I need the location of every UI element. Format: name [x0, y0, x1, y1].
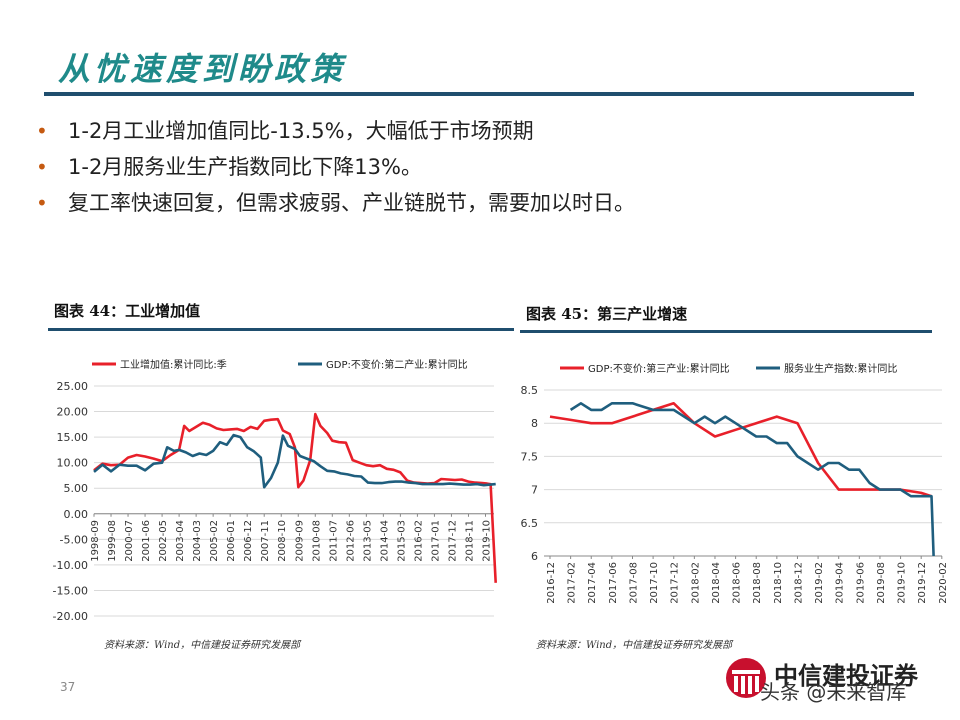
- x-tick-label: 2011-07: [328, 520, 339, 562]
- bullet-item: • 复工率快速回复，但需求疲弱、产业链脱节，需要加以时日。: [36, 188, 635, 224]
- y-tick-label: -20.00: [53, 610, 88, 623]
- x-tick-label: 2001-06: [141, 520, 152, 562]
- bullet-list: • 1-2月工业增加值同比-13.5%，大幅低于市场预期 • 1-2月服务业生产指数…: [36, 116, 635, 224]
- x-tick-label: 2017-12: [670, 562, 681, 604]
- x-tick-label: 2016-02: [413, 520, 424, 562]
- bullet-dot-icon: •: [36, 191, 48, 215]
- x-tick-label: 2018-02: [690, 562, 701, 604]
- watermark-text: 头条 @未来智库: [760, 680, 907, 704]
- x-tick-label: 2016-12: [546, 562, 557, 604]
- page-number: 37: [60, 680, 76, 694]
- legend-label: 工业增加值:累计同比:季: [120, 358, 227, 371]
- title-divider: [44, 92, 914, 96]
- x-tick-label: 2019-04: [835, 562, 846, 604]
- figure-44-title: 图表 44：工业增加值: [54, 302, 201, 320]
- bullet-text: 1-2月服务业生产指数同比下降13%。: [68, 155, 422, 179]
- x-tick-label: 2000-07: [124, 520, 135, 562]
- legend-label: GDP:不变价:第三产业:累计同比: [588, 362, 730, 375]
- page-title: 从忧速度到盼政策: [58, 50, 347, 88]
- x-tick-label: 1999-08: [107, 520, 118, 562]
- y-tick-label: 25.00: [57, 380, 89, 393]
- bullet-text: 复工率快速回复，但需求疲弱、产业链脱节，需要加以时日。: [68, 191, 635, 215]
- x-tick-label: 2019-06: [855, 562, 866, 604]
- bullet-dot-icon: •: [36, 119, 48, 143]
- y-tick-label: 7: [531, 484, 538, 497]
- y-tick-label: 8: [531, 417, 538, 430]
- x-tick-label: 2003-04: [175, 520, 186, 562]
- y-tick-label: 6: [531, 550, 538, 563]
- source-note-left: 资料来源：Wind，中信建投证券研究发展部: [104, 640, 301, 651]
- figure-45-title: 图表 45：第三产业增速: [526, 305, 688, 323]
- series-line: [549, 402, 932, 498]
- bullet-item: • 1-2月服务业生产指数同比下降13%。: [36, 152, 635, 188]
- legend-label: GDP:不变价:第二产业:累计同比: [326, 358, 468, 371]
- legend-label: 服务业生产指数:累计同比: [784, 362, 897, 375]
- y-tick-label: 5.00: [64, 482, 89, 495]
- x-tick-label: 2018-10: [773, 562, 784, 604]
- y-tick-label: 8.5: [521, 384, 539, 397]
- y-tick-label: -15.00: [53, 584, 88, 597]
- brand-name: 中信建投证券: [774, 661, 918, 690]
- y-tick-label: -10.00: [53, 559, 88, 572]
- bullet-item: • 1-2月工业增加值同比-13.5%，大幅低于市场预期: [36, 116, 635, 152]
- x-tick-label: 2018-11: [464, 520, 475, 562]
- x-tick-label: 2007-11: [260, 520, 271, 562]
- x-tick-label: 2017-06: [608, 562, 619, 604]
- x-tick-label: 2013-05: [362, 520, 373, 562]
- y-tick-label: 15.00: [57, 431, 89, 444]
- bullet-text: 1-2月工业增加值同比-13.5%，大幅低于市场预期: [68, 119, 534, 143]
- y-tick-label: 0.00: [64, 508, 89, 521]
- x-tick-label: 2015-03: [396, 520, 407, 562]
- x-tick-label: 1998-09: [90, 520, 101, 562]
- x-tick-label: 2017-02: [567, 562, 578, 604]
- x-tick-label: 2009-09: [294, 520, 305, 562]
- x-tick-label: 2006-12: [243, 520, 254, 562]
- x-tick-label: 2012-06: [345, 520, 356, 562]
- x-tick-label: 2018-12: [793, 562, 804, 604]
- x-tick-label: 2004-03: [192, 520, 203, 562]
- x-tick-label: 2019-10: [481, 520, 492, 562]
- x-tick-label: 2017-04: [587, 562, 598, 604]
- source-note-right: 资料来源：Wind，中信建投证券研究发展部: [536, 640, 733, 651]
- x-tick-label: 2017-01: [430, 520, 441, 562]
- x-tick-label: 2018-08: [752, 562, 763, 604]
- y-tick-label: 7.5: [521, 450, 539, 463]
- x-tick-label: 2006-01: [226, 520, 237, 562]
- y-tick-label: 20.00: [57, 406, 89, 419]
- x-tick-label: 2017-10: [649, 562, 660, 604]
- series-line: [569, 402, 935, 557]
- x-tick-label: 2017-12: [447, 520, 458, 562]
- x-tick-label: 2002-05: [158, 520, 169, 562]
- x-tick-label: 2018-04: [711, 562, 722, 604]
- x-tick-label: 2019-12: [917, 562, 928, 604]
- tertiary-growth-chart: GDP:不变价:第三产业:累计同比 服务业生产指数:累计同比 8.5 8 7.5 7 6.5…: [521, 362, 949, 604]
- series-line: [93, 433, 496, 489]
- x-tick-label: 2019-10: [897, 562, 908, 604]
- x-tick-label: 2019-08: [876, 562, 887, 604]
- x-tick-label: 2018-06: [732, 562, 743, 604]
- x-tick-label: 2020-02: [938, 562, 949, 604]
- citic-logo-icon: [726, 658, 766, 698]
- figure-45-divider: [520, 330, 932, 333]
- x-tick-label: 2019-02: [814, 562, 825, 604]
- x-tick-label: 2017-08: [628, 562, 639, 604]
- y-tick-label: 10.00: [57, 457, 89, 470]
- x-tick-label: 2008-10: [277, 520, 288, 562]
- y-tick-label: -5.00: [60, 533, 88, 546]
- industrial-value-chart: 工业增加值:累计同比:季 GDP:不变价:第二产业:累计同比 25.00 20.00 1…: [53, 358, 497, 623]
- x-tick-label: 2014-04: [379, 520, 390, 562]
- x-tick-label: 2005-02: [209, 520, 220, 562]
- x-tick-label: 2010-08: [311, 520, 322, 562]
- y-tick-label: 6.5: [521, 517, 539, 530]
- figure-44-divider: [48, 328, 514, 331]
- bullet-dot-icon: •: [36, 155, 48, 179]
